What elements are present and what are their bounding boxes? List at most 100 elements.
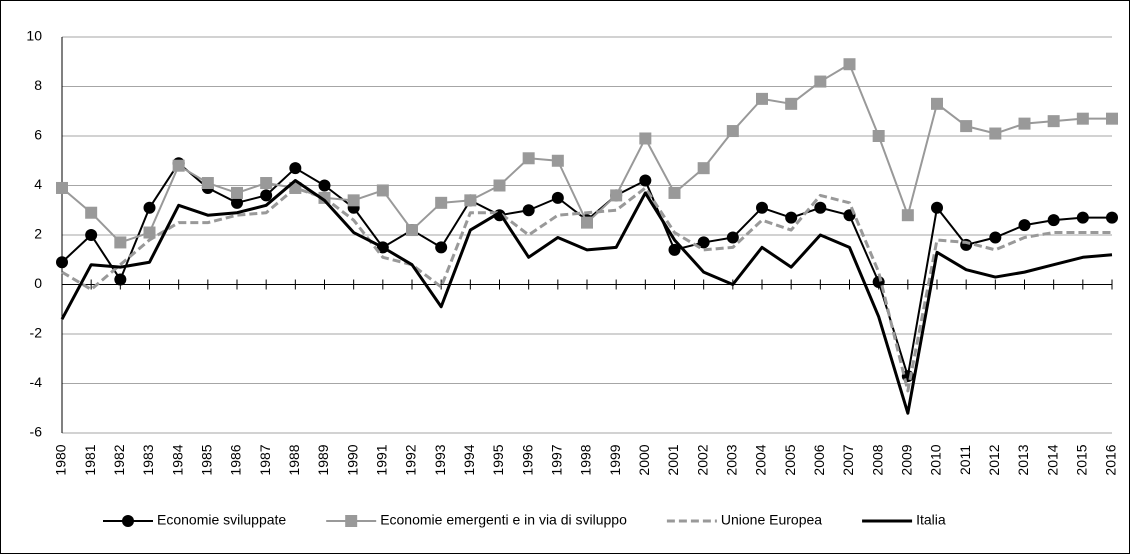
marker <box>843 58 856 71</box>
x-tick-label: 1994 <box>461 444 477 475</box>
marker <box>376 184 389 197</box>
marker <box>143 201 156 214</box>
marker <box>56 256 68 269</box>
x-tick-label: 1998 <box>578 444 594 475</box>
marker <box>901 209 914 222</box>
marker <box>85 206 98 219</box>
x-tick-label: 2003 <box>724 444 740 475</box>
marker <box>114 273 127 286</box>
x-tick-label: 1988 <box>286 444 302 475</box>
x-tick-label: 2000 <box>636 444 652 475</box>
marker <box>231 196 243 209</box>
legend-marker <box>345 515 358 527</box>
marker <box>1018 117 1031 130</box>
x-tick-label: 2008 <box>869 444 885 475</box>
marker <box>201 177 214 190</box>
x-tick-label: 2001 <box>665 444 681 475</box>
marker <box>1047 214 1060 227</box>
marker <box>1018 219 1031 232</box>
y-tick-label: 2 <box>34 226 42 242</box>
marker <box>960 238 973 251</box>
x-tick-label: 2002 <box>694 444 710 475</box>
x-tick-label: 2005 <box>782 444 798 475</box>
y-tick-label: 6 <box>34 127 42 143</box>
x-tick-label: 1999 <box>607 444 623 475</box>
x-tick-label: 2006 <box>811 444 827 475</box>
marker <box>785 97 798 110</box>
marker <box>435 241 448 254</box>
marker <box>260 177 273 190</box>
x-tick-label: 2015 <box>1074 444 1090 475</box>
marker <box>872 130 885 142</box>
x-tick-label: 1982 <box>111 444 127 475</box>
legend-label: Unione Europea <box>721 512 822 528</box>
x-tick-label: 2010 <box>928 444 944 475</box>
x-tick-label: 1987 <box>257 444 273 475</box>
x-tick-label: 1990 <box>344 444 360 475</box>
marker <box>931 201 943 214</box>
x-tick-label: 1981 <box>82 444 98 475</box>
y-tick-label: -2 <box>30 325 43 341</box>
x-tick-label: 1980 <box>53 444 69 475</box>
y-tick-label: 10 <box>26 28 42 44</box>
marker <box>697 236 710 249</box>
legend-label: Economie emergenti e in via di sviluppo <box>380 512 627 528</box>
marker <box>668 186 681 199</box>
legend-label: Italia <box>916 512 946 528</box>
x-tick-label: 2012 <box>986 444 1002 475</box>
marker <box>814 75 827 88</box>
marker <box>581 216 593 229</box>
marker <box>318 179 331 192</box>
marker <box>143 226 156 239</box>
marker <box>172 159 185 172</box>
y-tick-label: -6 <box>30 424 43 440</box>
x-tick-label: 1989 <box>315 444 331 475</box>
x-tick-label: 1986 <box>228 444 244 475</box>
x-tick-label: 2014 <box>1044 444 1060 475</box>
y-tick-label: 8 <box>34 77 42 93</box>
marker <box>85 229 98 241</box>
marker <box>1047 115 1060 128</box>
marker <box>989 231 1002 244</box>
x-tick-label: 2016 <box>1103 444 1119 475</box>
y-tick-label: -4 <box>30 374 43 390</box>
marker <box>56 181 68 194</box>
marker <box>989 127 1002 140</box>
x-tick-label: 1995 <box>490 444 506 475</box>
x-tick-label: 1985 <box>199 444 215 475</box>
marker <box>1076 112 1089 125</box>
marker <box>785 211 798 224</box>
series-line <box>61 186 1112 393</box>
marker <box>551 154 564 167</box>
marker <box>464 194 477 207</box>
x-tick-label: 1997 <box>549 444 565 475</box>
x-tick-label: 2009 <box>899 444 915 475</box>
marker <box>406 224 418 237</box>
marker <box>756 92 768 105</box>
marker <box>1106 211 1118 224</box>
marker <box>522 152 535 165</box>
marker <box>960 120 973 133</box>
marker <box>726 125 739 138</box>
marker <box>1106 112 1118 125</box>
x-tick-label: 1991 <box>374 444 390 475</box>
y-tick-label: 0 <box>34 275 42 291</box>
marker <box>668 243 681 256</box>
marker <box>435 196 448 209</box>
marker <box>114 236 127 249</box>
legend-label: Economie sviluppate <box>157 512 286 528</box>
y-tick-label: 4 <box>34 176 42 192</box>
marker <box>931 97 943 110</box>
x-tick-label: 1993 <box>432 444 448 475</box>
marker <box>639 174 652 187</box>
marker <box>726 231 739 244</box>
marker <box>522 204 535 217</box>
marker <box>493 179 506 192</box>
marker <box>289 162 302 175</box>
x-tick-label: 1992 <box>403 444 419 475</box>
x-tick-label: 2004 <box>753 444 769 475</box>
x-tick-label: 2011 <box>957 445 973 475</box>
marker <box>260 189 273 202</box>
